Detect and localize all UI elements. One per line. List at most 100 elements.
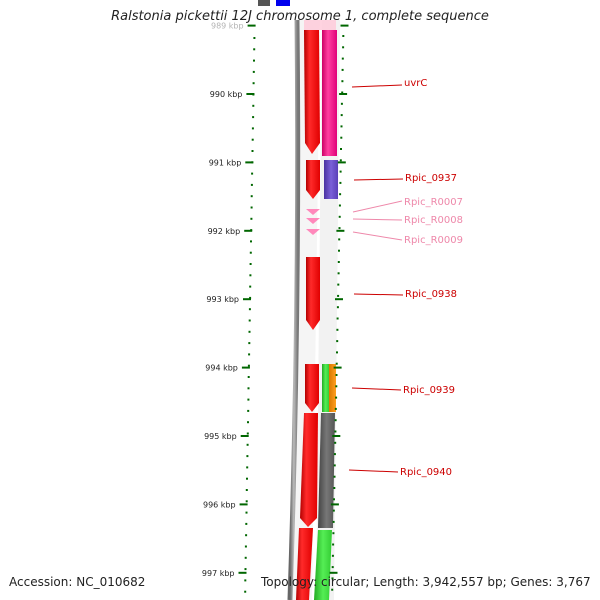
gene-label[interactable]: Rpic_0938	[405, 289, 457, 300]
ruler-dot	[333, 475, 336, 478]
ruler-dot	[340, 114, 343, 117]
tick-label: 991 kbp	[209, 158, 242, 167]
ruler-dot	[331, 588, 334, 591]
ruler-dot	[339, 170, 342, 173]
ruler-dot	[338, 249, 340, 252]
ruler-dot	[246, 443, 249, 446]
tick-mark-left	[245, 161, 254, 164]
ruler-dot	[249, 263, 252, 265]
tick-label: 995 kbp	[204, 432, 237, 441]
cds-arrow-rpic0939	[305, 364, 319, 412]
ruler-dot	[250, 195, 253, 198]
feature-magenta	[322, 30, 337, 156]
gene-leader-line	[351, 387, 402, 391]
gene-label[interactable]: uvrC	[404, 78, 427, 89]
feature-top-gray	[258, 0, 270, 6]
chromosome-backbone	[287, 19, 301, 600]
ruler-dot	[244, 579, 247, 582]
feature-top-pink	[304, 20, 336, 30]
tick-label: 994 kbp	[205, 364, 238, 373]
ruler-dot	[337, 294, 340, 297]
ruler-dot	[336, 328, 339, 331]
ruler-dot	[249, 251, 252, 254]
ruler-dot	[342, 35, 345, 37]
tick-mark-right	[337, 161, 346, 164]
ruler-dot	[339, 193, 342, 196]
ruler-dot	[248, 342, 251, 345]
ruler-dot	[245, 489, 248, 491]
gene-label[interactable]: Rpic_R0009	[404, 235, 463, 246]
ruler-dot	[334, 430, 337, 433]
gene-label[interactable]: Rpic_0939	[403, 385, 455, 396]
gene-label[interactable]: Rpic_0940	[400, 467, 452, 478]
feature-gray	[318, 413, 335, 528]
ruler-dot	[335, 396, 338, 399]
ruler-dot	[245, 511, 248, 514]
gene-leader-line	[348, 469, 399, 473]
cds-arrow-rpic0938	[306, 257, 320, 330]
ruler-dot	[333, 487, 336, 489]
ruler-dot	[338, 204, 341, 207]
ruler-dot	[247, 376, 250, 378]
ruler-dot	[331, 577, 334, 580]
gene-leader-line	[352, 231, 403, 241]
gene-label[interactable]: Rpic_0937	[405, 173, 457, 184]
gene-label[interactable]: Rpic_R0008	[404, 215, 463, 226]
ruler-dot	[340, 125, 343, 128]
ruler-dot	[338, 238, 341, 241]
tick-label: 996 kbp	[203, 500, 236, 509]
ruler-dot	[334, 407, 337, 410]
ruler-dot	[340, 148, 342, 150]
ruler-dot	[250, 183, 253, 186]
tick-group: 989 kbp 990 kbp 991 kbp 992 kbp 993 kbp 994 k…	[202, 22, 349, 578]
ruler-dot	[333, 453, 336, 456]
feature-orange	[329, 364, 336, 412]
gene-leader-line	[352, 200, 403, 213]
ruler-dot	[339, 159, 342, 162]
ruler-dot	[247, 387, 250, 390]
ruler-dot	[337, 261, 340, 263]
ruler-dot	[244, 568, 247, 571]
ruler-dot	[338, 215, 341, 218]
ruler-dot	[252, 82, 255, 85]
tick-label: 989 kbp	[211, 22, 244, 31]
ruler-dot	[332, 520, 335, 523]
ruler-dot	[253, 59, 255, 62]
gene-label[interactable]: Rpic_R0007	[404, 197, 463, 208]
ruler-dot	[334, 441, 337, 444]
tick-mark-left	[244, 229, 253, 232]
ruler-dot	[339, 181, 342, 184]
ruler-dot	[335, 385, 338, 388]
ruler-dot	[248, 353, 251, 356]
ruler-dot	[244, 556, 247, 559]
ruler-dot	[248, 330, 251, 333]
ruler-dot	[248, 308, 251, 311]
ruler-dot	[245, 522, 248, 525]
ruler-dot	[331, 554, 334, 557]
accession-label: Accession: NC_010682	[9, 575, 146, 589]
ruler-dot	[342, 46, 345, 49]
ruler-dot	[341, 68, 344, 71]
ruler-dot	[333, 464, 336, 467]
ruler-dot	[244, 590, 247, 593]
ruler-dot	[253, 37, 256, 39]
cds-arrow-rpic0937	[306, 160, 320, 199]
rrna-arrow-r0008	[306, 218, 320, 224]
tick-mark-left	[239, 503, 248, 506]
tick-mark-left	[246, 93, 255, 95]
tick-mark-left	[243, 298, 251, 301]
gene-leader-line	[351, 84, 403, 88]
ruler-dot	[332, 509, 335, 512]
tick-label: 997 kbp	[202, 569, 235, 578]
ruler-dot	[251, 150, 254, 152]
gene-leader-line	[353, 293, 404, 296]
ruler-dot	[336, 317, 339, 320]
tick-mark-right	[333, 366, 342, 369]
cds-arrow-bottom	[296, 528, 313, 600]
ruler-dot	[249, 296, 252, 299]
ruler-dot	[338, 227, 341, 230]
gene-leader-line	[353, 178, 404, 181]
ruler-dot	[250, 240, 252, 243]
feature-top-blue	[276, 0, 290, 6]
ruler-dots-left	[244, 37, 256, 593]
